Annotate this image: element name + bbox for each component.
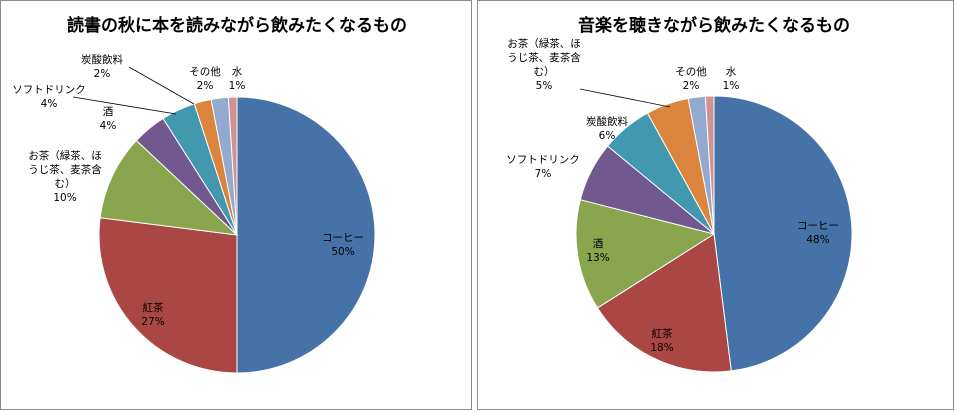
slice-label: 炭酸飲料 6% [586, 115, 628, 142]
slice-label: お茶（緑茶、ほうじ茶、麦茶含む） 10% [28, 149, 102, 204]
pie-slice [596, 233, 732, 373]
slice-label: コーヒー 48% [797, 220, 839, 246]
chart-title: 音楽を聴きながら飲みたくなるもの [578, 15, 850, 36]
pie-slice [575, 199, 716, 309]
slice-label: ソフトドリンク 4% [12, 84, 86, 110]
slice-label: 水 1% [723, 66, 740, 92]
pie-slice [227, 96, 238, 236]
pie-chart-music: 音楽を聴きながら飲みたくなるもの コーヒー 48% 紅茶 18% 酒 13% ソフトドリンク… [506, 15, 853, 373]
slice-label: 酒 4% [100, 105, 117, 132]
slice-label: 紅茶 27% [141, 301, 164, 328]
pie-slices [575, 95, 853, 373]
slice-label: その他 2% [675, 65, 707, 92]
pie-slice [98, 217, 238, 374]
leader-line [128, 66, 195, 105]
slice-label: 紅茶 18% [650, 327, 673, 354]
leader-line [72, 96, 177, 115]
chart-panel-reading: 読書の秋に本を読みながら飲みたくなるもの コーヒー 50% 紅茶 27% お茶（緑茶、ほ… [0, 0, 472, 410]
chart-panel-music: 音楽を聴きながら飲みたくなるもの コーヒー 48% 紅茶 18% 酒 13% ソフトドリンク… [477, 0, 954, 410]
slice-label: コーヒー 50% [322, 232, 364, 258]
pie-slices [98, 96, 376, 374]
slice-label: 水 1% [229, 66, 246, 92]
pie-slice [236, 96, 376, 374]
pie-slice [99, 139, 239, 236]
chart-title: 読書の秋に本を読みながら飲みたくなるもの [67, 15, 407, 36]
pie-slice [704, 95, 715, 235]
pie-chart-reading: 読書の秋に本を読みながら飲みたくなるもの コーヒー 50% 紅茶 27% お茶（緑茶、ほ… [12, 15, 407, 374]
leader-line [579, 88, 671, 108]
slice-label: お茶（緑茶、ほうじ茶、麦茶含む） 5% [507, 37, 581, 92]
slice-label: 炭酸飲料 2% [81, 53, 123, 80]
pie-slice [713, 95, 853, 372]
slice-label: ソフトドリンク 7% [506, 154, 580, 180]
slice-label: その他 2% [189, 65, 221, 92]
slice-label: 酒 13% [586, 237, 609, 264]
